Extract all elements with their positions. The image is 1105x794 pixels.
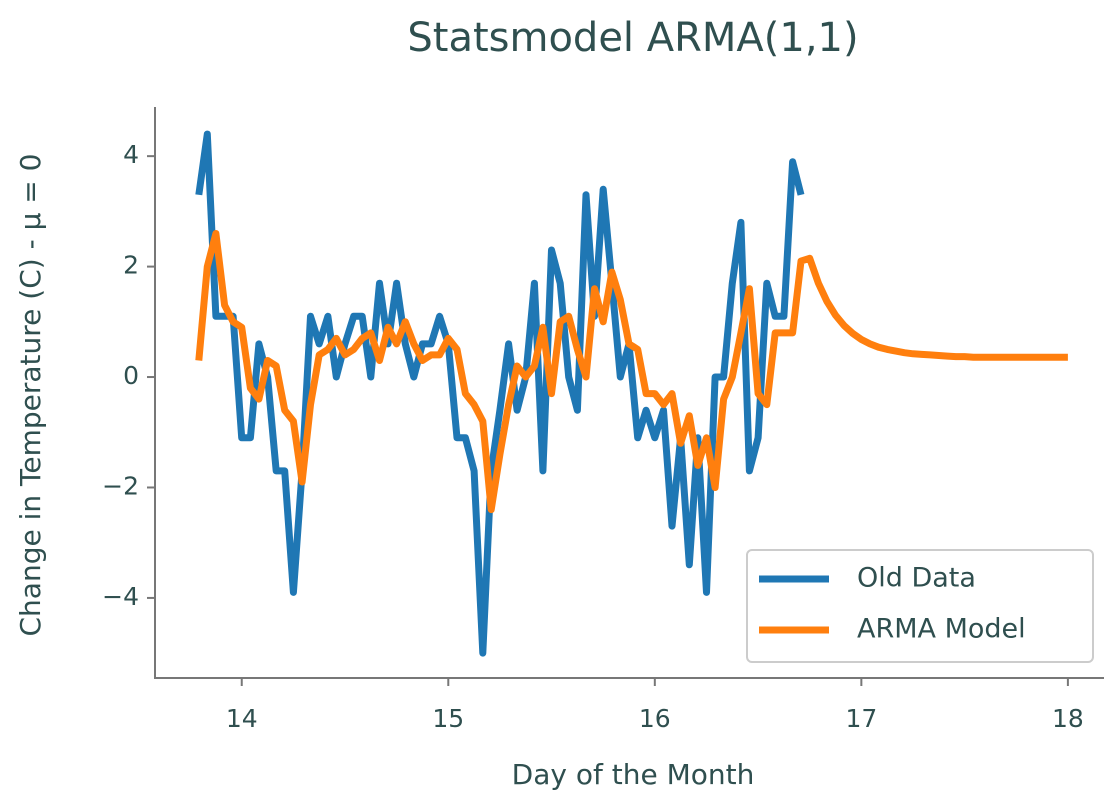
chart-title: Statsmodel ARMA(1,1) <box>407 15 858 61</box>
legend-frame <box>746 549 1094 663</box>
x-axis-label: Day of the Month <box>512 758 755 791</box>
y-tick-label: 4 <box>123 140 139 169</box>
y-tick-label: 0 <box>123 361 139 390</box>
y-tick-label: 2 <box>123 251 139 280</box>
x-tick-label: 16 <box>639 704 671 733</box>
x-tick-label: 17 <box>845 704 877 733</box>
x-tick-label: 18 <box>1052 704 1084 733</box>
y-tick-label: −2 <box>102 471 139 500</box>
legend-label: ARMA Model <box>857 614 1026 645</box>
y-axis-label: Change in Temperature (C) - μ = 0 <box>14 154 47 637</box>
data-line <box>195 130 805 657</box>
x-tick-label: 14 <box>226 704 258 733</box>
y-tick-label: −4 <box>102 582 139 611</box>
x-tick-label: 15 <box>432 704 464 733</box>
legend-label: Old Data <box>857 563 976 594</box>
data-line <box>195 230 1068 514</box>
